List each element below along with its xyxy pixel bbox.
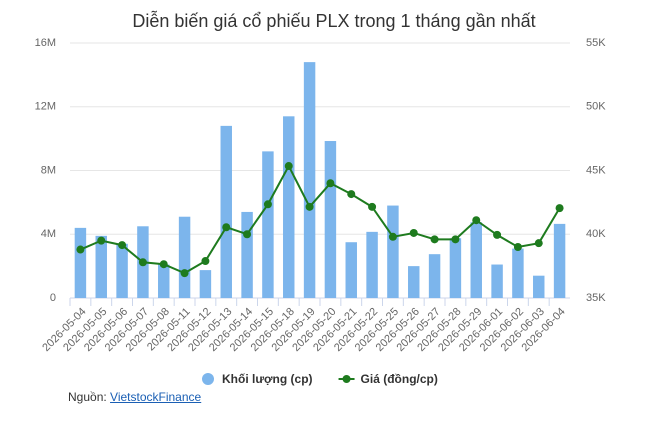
y-tick-label: 0 [50,292,56,304]
price-point [409,228,418,237]
price-point [138,258,147,267]
y-tick-label: 16M [35,37,56,49]
bar [449,238,462,298]
legend-label[interactable]: Giá (đồng/cp) [361,372,438,386]
bar [303,62,316,298]
price-point [451,235,460,244]
price-line [80,163,561,275]
chart-title: Diễn biến giá cổ phiếu PLX trong 1 tháng… [132,10,535,31]
bar [387,205,399,298]
price-point [388,232,397,241]
price-point [493,230,502,239]
price-point [159,260,168,269]
source-label: Nguồn: [68,390,107,404]
legend-symbol [342,375,351,383]
source-link[interactable]: VietstockFinance [110,390,202,404]
bar [158,264,170,298]
y2-tick-label: 35K [586,292,606,304]
bar [324,141,337,298]
bar [220,125,232,298]
bar [408,266,420,298]
bar [95,235,107,298]
price-point [118,241,127,250]
price-point [97,236,106,245]
price-point [368,202,377,211]
price-point [284,162,293,171]
bar [470,222,482,298]
y-tick-label: 8M [41,164,56,176]
y-tick-label: 4M [41,228,56,240]
price-point [76,245,85,254]
price-point [347,190,356,199]
bar [178,216,191,298]
bar [366,231,378,298]
price-point [180,269,189,278]
price-point [326,179,335,188]
y2-tick-label: 55K [586,37,606,49]
y2-tick-label: 50K [586,101,606,113]
price-point [534,239,543,248]
bar [512,248,524,298]
bar [345,242,357,298]
bar [428,254,441,298]
y-tick-label: 12M [35,101,56,113]
bar [74,227,87,298]
legend-label[interactable]: Khối lượng (cp) [222,372,313,386]
price-point [243,230,252,239]
price-point [201,257,210,266]
price-point [472,216,481,225]
price-point [263,200,272,209]
bar [491,264,503,298]
y2-tick-label: 45K [586,164,606,176]
bar [533,275,545,298]
bar [116,243,128,298]
price-point [430,235,439,244]
source: Nguồn: VietstockFinance [68,390,201,404]
y2-tick-label: 40K [586,228,606,240]
bar [283,116,295,298]
bar [199,270,212,298]
price-point [555,204,564,213]
bar [553,223,566,298]
bar [241,211,253,298]
price-point [305,202,314,211]
bar [262,151,274,298]
price-point [222,223,231,232]
legend-symbol [202,373,214,385]
price-point [513,243,522,251]
